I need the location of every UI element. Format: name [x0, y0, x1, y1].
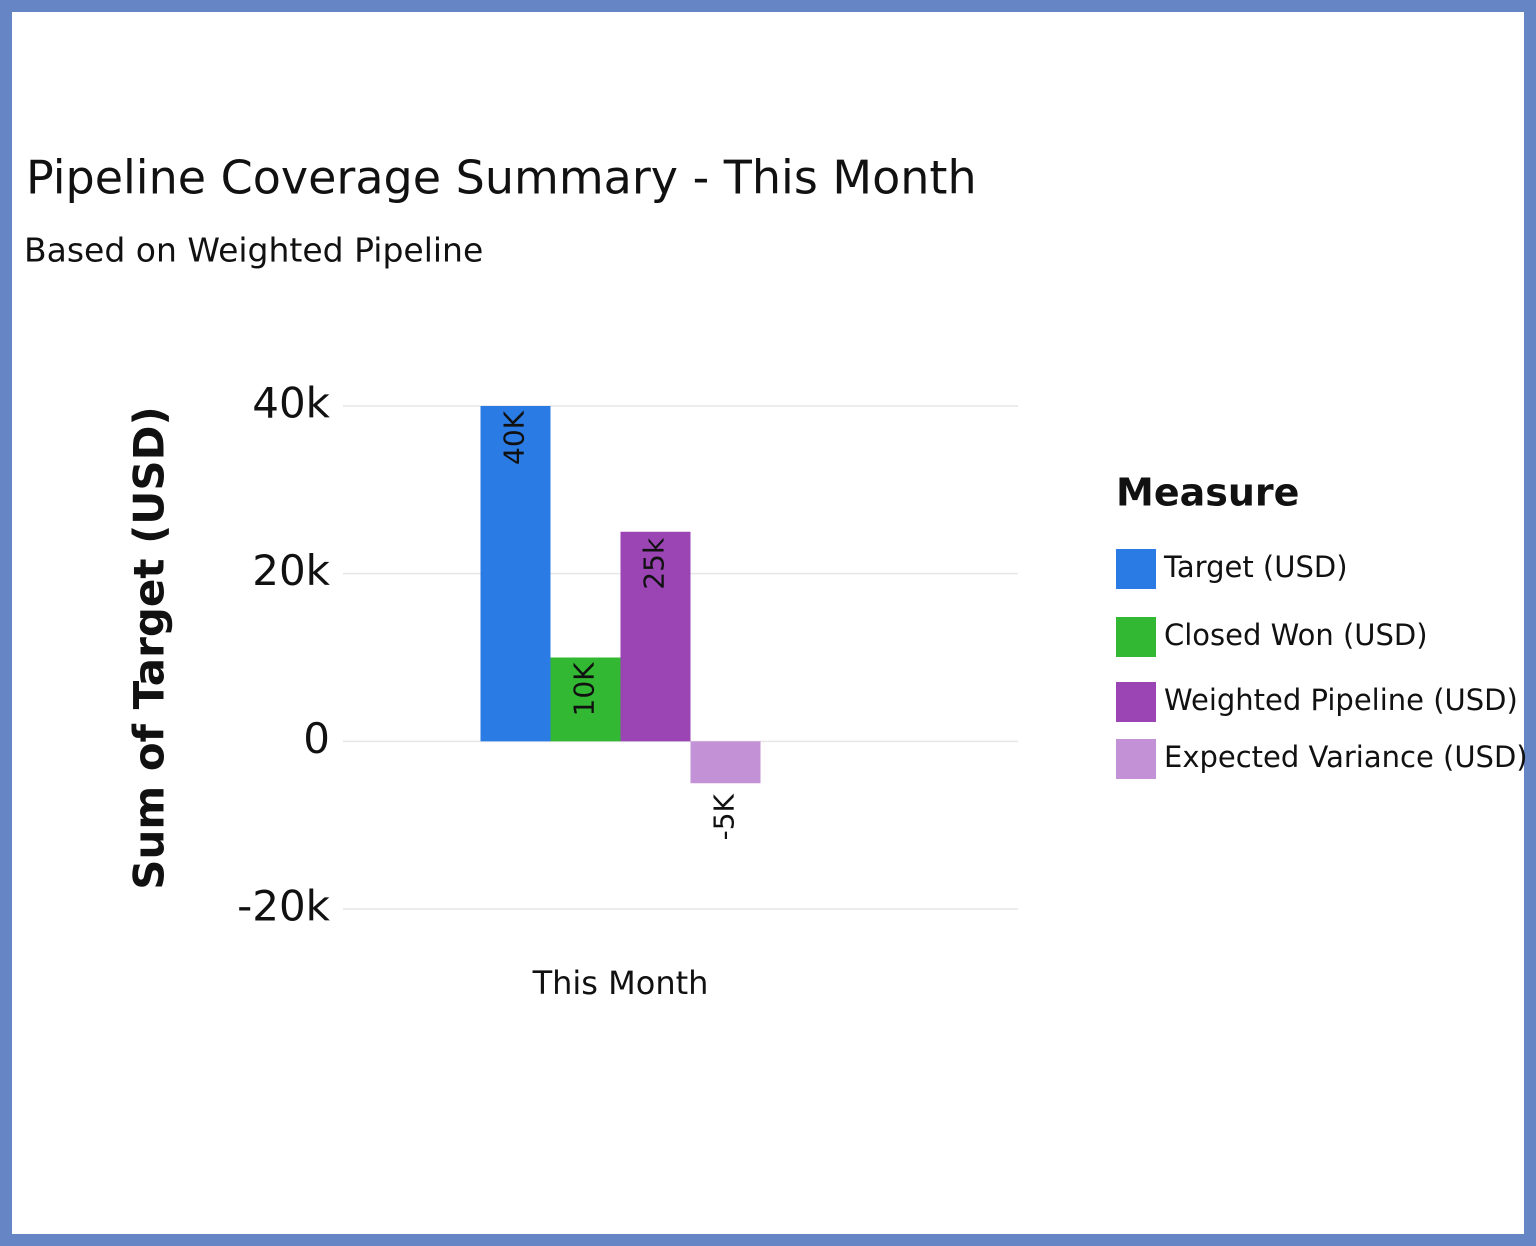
legend-label: Closed Won (USD)	[1164, 618, 1428, 652]
y-tick-label: 0	[303, 714, 330, 763]
bar	[620, 531, 691, 742]
y-tick-label: 40k	[252, 379, 330, 428]
legend-swatch	[1116, 617, 1156, 657]
legend-title: Measure	[1116, 471, 1299, 515]
y-tick-label: -20k	[237, 882, 331, 931]
legend-label: Expected Variance (USD)	[1164, 740, 1528, 774]
bar	[480, 406, 551, 742]
y-tick-label: 20k	[252, 546, 330, 595]
chart-title: Pipeline Coverage Summary - This Month	[26, 151, 977, 205]
data-label: 40K	[498, 410, 531, 465]
y-axis-label: Sum of Target (USD)	[125, 406, 174, 889]
legend-label: Target (USD)	[1163, 550, 1348, 584]
legend-swatch	[1116, 739, 1156, 779]
data-label: 25k	[638, 537, 671, 590]
bar	[550, 657, 621, 742]
legend-label: Weighted Pipeline (USD)	[1164, 683, 1518, 717]
legend-swatch	[1116, 682, 1156, 722]
chart-subtitle: Based on Weighted Pipeline	[24, 231, 483, 270]
data-label: 10K	[568, 662, 601, 717]
bar	[690, 741, 761, 784]
data-label: -5K	[708, 793, 741, 840]
legend-swatch	[1116, 549, 1156, 589]
x-tick-label: This Month	[532, 964, 709, 1002]
